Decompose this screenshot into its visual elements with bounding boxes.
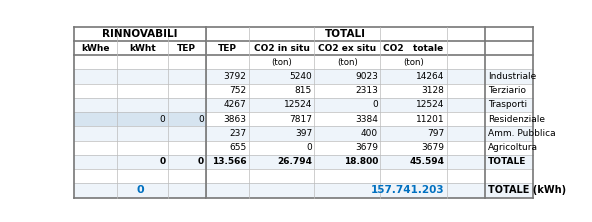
- Bar: [74, 155, 533, 169]
- Text: CO2 in situ: CO2 in situ: [253, 44, 310, 53]
- Text: TEP: TEP: [178, 44, 197, 53]
- Text: CO2   totale: CO2 totale: [384, 44, 443, 53]
- Text: 11201: 11201: [416, 115, 444, 124]
- Bar: [74, 69, 533, 84]
- Text: 26.794: 26.794: [277, 157, 312, 166]
- Text: 14264: 14264: [416, 72, 444, 81]
- Bar: [74, 126, 533, 141]
- Bar: [74, 98, 533, 112]
- Text: 45.594: 45.594: [409, 157, 444, 166]
- Text: 655: 655: [229, 143, 246, 152]
- Text: Trasporti: Trasporti: [488, 101, 527, 109]
- Text: 752: 752: [229, 86, 246, 95]
- Text: 18.800: 18.800: [344, 157, 378, 166]
- Text: 0: 0: [136, 185, 144, 195]
- Text: CO2 ex situ: CO2 ex situ: [318, 44, 377, 53]
- Bar: [74, 183, 533, 198]
- Text: Agricoltura: Agricoltura: [488, 143, 538, 152]
- Text: 3384: 3384: [355, 115, 378, 124]
- Text: TOTALE: TOTALE: [488, 157, 526, 166]
- Text: TOTALI: TOTALI: [325, 29, 366, 39]
- Text: 0: 0: [372, 101, 378, 109]
- Text: 237: 237: [229, 129, 246, 138]
- Text: TOTALE (kWh): TOTALE (kWh): [488, 185, 566, 195]
- Text: Industriale: Industriale: [488, 72, 536, 81]
- Text: 0: 0: [159, 157, 165, 166]
- Text: 3679: 3679: [422, 143, 444, 152]
- Text: Amm. Pubblica: Amm. Pubblica: [488, 129, 555, 138]
- Text: RINNOVABILI: RINNOVABILI: [102, 29, 178, 39]
- Text: 12524: 12524: [284, 101, 312, 109]
- Text: (ton): (ton): [403, 58, 424, 67]
- Text: 5240: 5240: [289, 72, 312, 81]
- Text: 13.566: 13.566: [212, 157, 246, 166]
- Text: 3679: 3679: [355, 143, 378, 152]
- Text: 0: 0: [160, 115, 165, 124]
- Text: 3792: 3792: [224, 72, 246, 81]
- Text: 815: 815: [295, 86, 312, 95]
- Text: 397: 397: [295, 129, 312, 138]
- Text: Terziario: Terziario: [488, 86, 526, 95]
- Text: 9023: 9023: [355, 72, 378, 81]
- Text: 0: 0: [198, 157, 204, 166]
- Text: 3128: 3128: [422, 86, 444, 95]
- Text: 0: 0: [307, 143, 312, 152]
- Text: TEP: TEP: [218, 44, 237, 53]
- Text: 7817: 7817: [289, 115, 312, 124]
- Text: kWht: kWht: [128, 44, 156, 53]
- Bar: [74, 112, 206, 126]
- Text: 400: 400: [361, 129, 378, 138]
- Text: 12524: 12524: [416, 101, 444, 109]
- Text: 2313: 2313: [355, 86, 378, 95]
- Text: 0: 0: [198, 115, 204, 124]
- Text: 3863: 3863: [224, 115, 246, 124]
- Text: 157.741.203: 157.741.203: [371, 185, 444, 195]
- Text: kWhe: kWhe: [81, 44, 110, 53]
- Text: (ton): (ton): [337, 58, 358, 67]
- Text: 4267: 4267: [224, 101, 246, 109]
- Text: Residenziale: Residenziale: [488, 115, 545, 124]
- Text: 797: 797: [427, 129, 444, 138]
- Text: (ton): (ton): [271, 58, 292, 67]
